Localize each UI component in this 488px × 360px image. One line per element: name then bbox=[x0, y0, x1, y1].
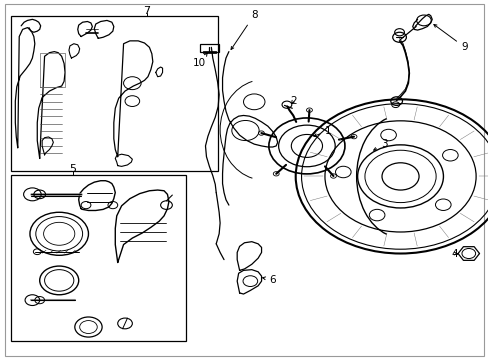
Text: 6: 6 bbox=[262, 275, 276, 285]
Text: 8: 8 bbox=[231, 10, 257, 49]
Text: 4: 4 bbox=[451, 248, 458, 258]
Text: 5: 5 bbox=[69, 164, 76, 174]
Bar bbox=[203, 51, 215, 53]
Text: 9: 9 bbox=[433, 24, 467, 52]
Bar bbox=[11, 175, 185, 341]
Text: 3: 3 bbox=[373, 139, 387, 150]
Bar bbox=[11, 16, 217, 171]
Text: 10: 10 bbox=[193, 53, 207, 68]
Text: 1: 1 bbox=[313, 126, 331, 136]
Text: 2: 2 bbox=[289, 96, 296, 106]
Text: 7: 7 bbox=[143, 6, 150, 17]
Bar bbox=[199, 44, 219, 51]
